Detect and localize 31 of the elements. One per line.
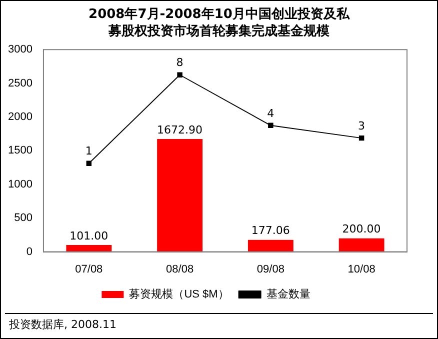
x-tick-label: 10/08 bbox=[348, 263, 376, 276]
y-tick-label: 3000 bbox=[8, 44, 32, 56]
legend-label: 募资规模（US $M） bbox=[129, 288, 229, 301]
text: 投资数据库, 2008.11 bbox=[9, 317, 116, 332]
point bbox=[358, 135, 364, 141]
point bbox=[268, 122, 274, 128]
x-tick-label: 09/08 bbox=[256, 263, 284, 276]
data-label: 8 bbox=[176, 56, 184, 70]
point bbox=[177, 72, 182, 78]
data-label: 4 bbox=[267, 106, 274, 120]
x-tick-label: 08/08 bbox=[166, 263, 194, 276]
y-tick-label: 0 bbox=[26, 246, 32, 258]
bar bbox=[338, 238, 384, 252]
y-tick-label: 1500 bbox=[8, 144, 32, 157]
data-label: 3 bbox=[358, 119, 366, 132]
data-label: 101.00 bbox=[70, 229, 108, 242]
data-label: 1 bbox=[85, 144, 92, 158]
data-label: 177.06 bbox=[251, 224, 290, 238]
data-label: 200.00 bbox=[342, 222, 381, 236]
y-tick-label: 2500 bbox=[8, 77, 32, 90]
x-tick-label: 07/08 bbox=[75, 263, 103, 276]
data-label: 1672.90 bbox=[157, 123, 203, 136]
y-tick-label: 2000 bbox=[8, 111, 32, 124]
bar bbox=[157, 139, 203, 252]
bar bbox=[248, 240, 294, 252]
y-tick-label: 500 bbox=[14, 212, 32, 224]
y-tick-label: 1000 bbox=[8, 178, 32, 190]
chart-title: 2008年7月-2008年10月中国创业投资及私募股权投资市场首轮募集完成基金规模 bbox=[88, 6, 351, 40]
bar bbox=[66, 244, 112, 252]
legend-label: 基金数量 bbox=[266, 288, 310, 301]
point bbox=[86, 160, 92, 166]
